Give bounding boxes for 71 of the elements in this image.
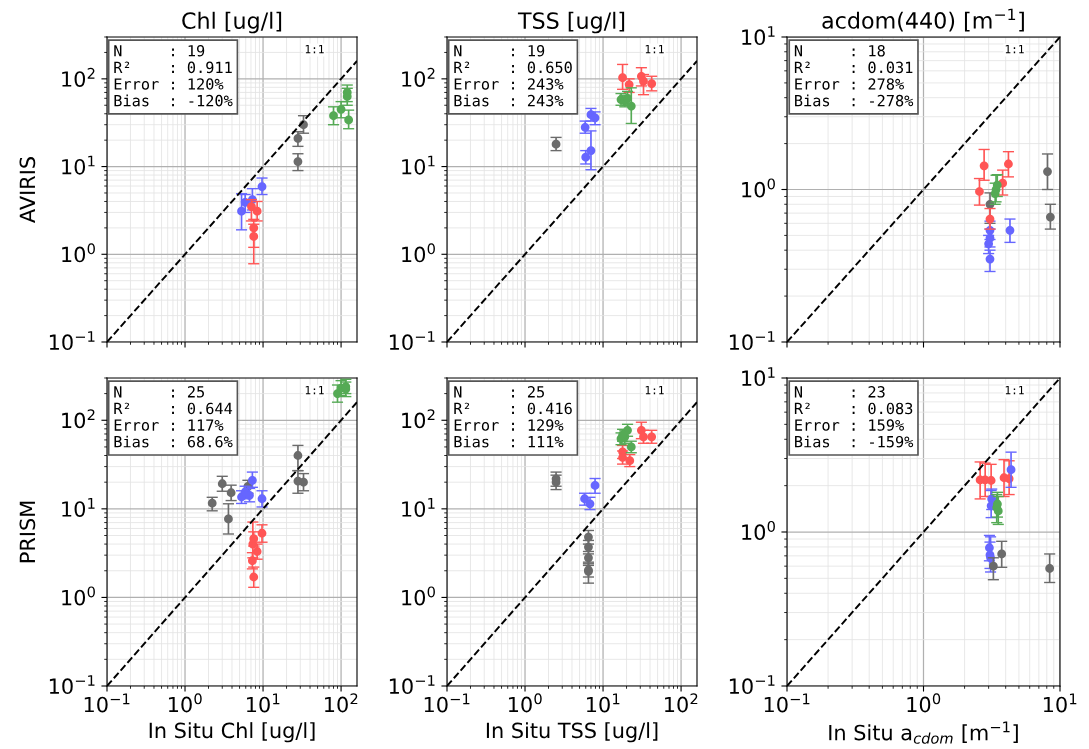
y-tick-label: 10$^{1}$ (62, 498, 95, 517)
y-tick-label: 10$^{2}$ (62, 67, 95, 87)
y-tick-label: 10$^{−1}$ (729, 675, 775, 695)
annotation: Bias : -278% (795, 94, 914, 107)
x-tick-label: 10$^{0}$ (907, 693, 941, 713)
annotation: Error : 278% (795, 78, 904, 90)
annotation: 1:1 (645, 386, 664, 395)
x-tick-label: 10$^{1}$ (587, 693, 620, 713)
annotation: Bias : 68.6% (114, 435, 233, 448)
annotation: N : 19 (114, 44, 205, 57)
x-tick-label: 10$^{−1}$ (84, 693, 130, 713)
y-tick-label: 10$^{2}$ (62, 409, 95, 429)
annotation: R² : 0.644 (114, 402, 233, 415)
y-tick-label: 10$^{1}$ (742, 26, 775, 46)
annotation: N : 23 (794, 386, 885, 398)
y-tick-label: 10$^{0}$ (402, 243, 435, 263)
y-tick-label: 10$^{0}$ (62, 243, 95, 263)
chart-title: acdom(440) [m$^{−1}$] (822, 8, 1024, 32)
annotation: R² : 0.031 (794, 61, 913, 74)
annotation: Error : 243% (454, 78, 564, 90)
y-tick-label: 10$^{0}$ (742, 520, 775, 541)
y-tick-label: 10$^{−1}$ (729, 331, 775, 351)
annotation: 1:1 (645, 45, 664, 54)
y-tick-label: 10$^{0}$ (62, 586, 95, 606)
annotation: Bias : 111% (454, 435, 564, 448)
annotation: Error : 120% (114, 78, 224, 90)
annotation: N : 19 (454, 44, 545, 57)
annotation: Error : 117% (114, 419, 224, 431)
annotation: 1:1 (305, 386, 324, 395)
annotation: R² : 0.416 (454, 402, 572, 415)
annotation: Error : 129% (454, 419, 564, 431)
x-tick-label: 10$^{0}$ (168, 693, 202, 713)
y-tick-label: 10$^{2}$ (402, 409, 435, 429)
y-tick-label: 10$^{0}$ (742, 178, 775, 198)
y-tick-label: 10$^{−1}$ (389, 675, 435, 695)
annotation: 1:1 (1005, 45, 1024, 54)
y-tick-label: 10$^{1}$ (742, 367, 775, 387)
x-tick-label: 10$^{1}$ (247, 693, 280, 713)
annotation: N : 25 (454, 386, 545, 398)
x-axis-title: In Situ a$_{cdom}$ [m$^{−1}$] (829, 721, 1018, 744)
annotation: R² : 0.911 (114, 61, 232, 74)
y-axis-title: AVIRIS (19, 157, 36, 223)
annotation: Error : 159% (795, 419, 904, 431)
annotation: 1:1 (1005, 386, 1024, 395)
x-tick-label: 10$^{−1}$ (764, 693, 810, 713)
x-tick-label: 10$^{−1}$ (424, 693, 470, 713)
x-tick-label: 10$^{2}$ (665, 693, 698, 713)
annotation: N : 18 (794, 44, 885, 57)
y-tick-label: 10$^{1}$ (402, 155, 435, 175)
y-tick-label: 10$^{1}$ (402, 498, 435, 517)
y-tick-label: 10$^{1}$ (62, 155, 95, 175)
annotation: R² : 0.083 (794, 402, 913, 415)
x-tick-label: 10$^{1}$ (1043, 693, 1077, 713)
y-tick-label: 10$^{−1}$ (49, 331, 95, 351)
annotation: Bias : 243% (454, 94, 564, 107)
annotation: Bias : -159% (795, 435, 914, 448)
y-tick-label: 10$^{0}$ (402, 586, 435, 606)
annotation: R² : 0.650 (454, 61, 572, 74)
chart-title: TSS [ug/l] (517, 11, 625, 34)
y-tick-label: 10$^{−1}$ (389, 331, 435, 351)
x-axis-title: In Situ Chl [ug/l] (149, 722, 315, 743)
chart-title: Chl [ug/l] (182, 11, 282, 34)
x-tick-label: 10$^{0}$ (508, 693, 542, 713)
x-axis-title: In Situ TSS [ug/l] (486, 722, 658, 743)
y-tick-label: 10$^{−1}$ (49, 675, 95, 695)
y-axis-title: PRISM (19, 501, 36, 563)
annotation: N : 25 (114, 386, 205, 398)
annotation: 1:1 (305, 45, 324, 54)
x-tick-label: 10$^{2}$ (325, 693, 358, 713)
annotation: Bias : -120% (114, 94, 233, 107)
y-tick-label: 10$^{2}$ (402, 67, 435, 87)
